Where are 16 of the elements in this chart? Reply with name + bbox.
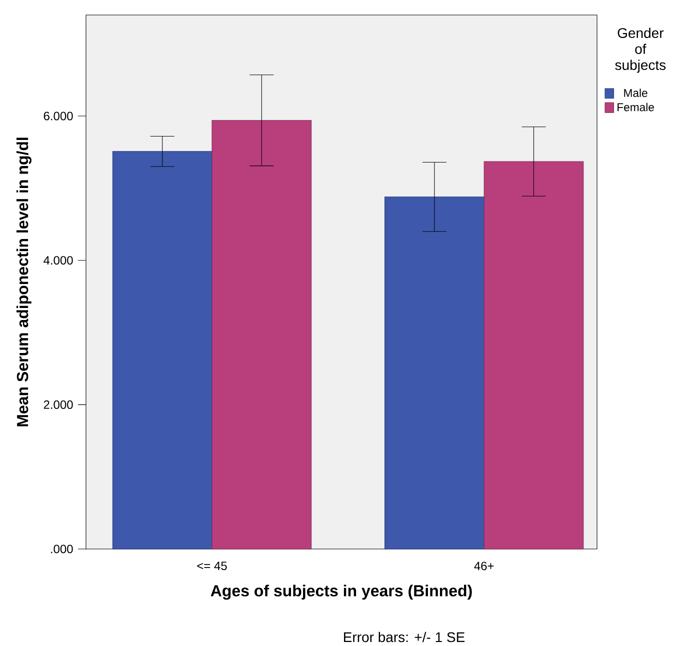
x-axis-title: Ages of subjects in years (Binned) bbox=[210, 584, 472, 600]
legend-label: Male bbox=[624, 88, 648, 97]
y-tick-label: .000 bbox=[51, 544, 73, 554]
legend-label: Female bbox=[618, 102, 654, 112]
bar bbox=[112, 151, 212, 550]
y-tick-label: 6.000 bbox=[44, 112, 73, 120]
text: Error bars: +/- 1 SE bbox=[344, 632, 465, 642]
y-axis-title: Mean Serum adiponectin level in ng/dl bbox=[16, 138, 32, 426]
bar bbox=[212, 120, 312, 550]
x-tick-label: 46+ bbox=[474, 562, 494, 570]
y-tick-label: 2.000 bbox=[44, 400, 73, 409]
y-tick-label: 4.000 bbox=[44, 256, 73, 265]
bar bbox=[384, 196, 484, 550]
x-tick-label: <= 45 bbox=[197, 562, 227, 570]
legend-title: Gender of subjects bbox=[615, 28, 666, 73]
bar bbox=[484, 161, 584, 550]
